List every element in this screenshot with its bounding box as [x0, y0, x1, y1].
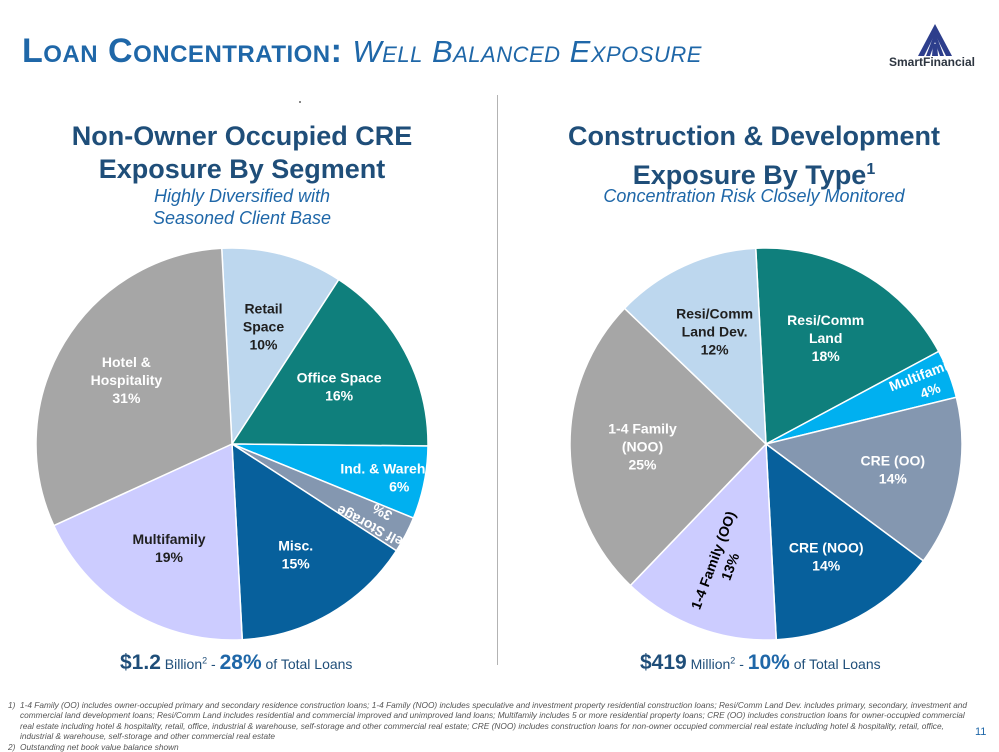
- right-title-line2: Exposure By Type: [632, 160, 867, 190]
- right-pie-slice-5-label-line: 25%: [628, 457, 657, 473]
- right-title-line2-wrap: Exposure By Type1: [534, 153, 974, 192]
- page-number: 11: [975, 726, 987, 738]
- right-pie-slice-2: [764, 396, 963, 562]
- right-title-line1: Construction & Development: [567, 121, 941, 151]
- right-total-percent: 10%: [747, 651, 790, 674]
- left-chart-subtitle: Highly Diversified with Seasoned Client …: [22, 185, 462, 229]
- left-pie-slice-5-label-line: 19%: [155, 549, 184, 565]
- right-pie-slice-0-label-line: 18%: [812, 348, 841, 364]
- left-pie-slice-1: [230, 278, 429, 447]
- smartfinancial-logo-icon: [918, 24, 952, 56]
- left-pie-slice-6-label-line: Hotel &: [102, 354, 151, 370]
- left-pie-slice-1-label-line: 16%: [325, 388, 354, 404]
- right-pie-slice-6-label-line: 12%: [701, 342, 730, 358]
- left-pie-slice-1-label-line: Office Space: [297, 370, 382, 386]
- left-total-separator: -: [211, 656, 216, 672]
- left-pie-slice-1-label: Office Space 16%: [297, 370, 382, 404]
- footnote-2-number: 2): [8, 741, 16, 752]
- right-pie-slice-0: [754, 247, 940, 446]
- left-pie-slice-5: [52, 442, 244, 641]
- logo-text: SmartFinancial: [888, 55, 976, 69]
- left-pie-slice-0: [220, 247, 340, 447]
- left-pie-slice-4-label: Misc. 15%: [278, 537, 313, 571]
- left-pie-slice-0-label: Retail Space 10%: [243, 301, 284, 353]
- right-pie-slice-0-label-line: Resi/Comm: [787, 312, 864, 328]
- right-pie-slice-3: [765, 442, 925, 641]
- footnote-1-number: 1): [8, 700, 16, 710]
- left-pie-slice-2-label-line: Ind. & Warehouse: [340, 461, 458, 477]
- left-total-value: $1.2: [120, 651, 161, 674]
- right-pie-slice-6: [623, 247, 767, 446]
- right-total-unit: Million: [690, 656, 731, 672]
- left-pie-slice-4: [231, 442, 398, 641]
- left-pie-slices: [35, 247, 429, 641]
- column-divider: [497, 95, 498, 665]
- right-total: $419 Million2 - 10% of Total Loans: [640, 651, 881, 675]
- right-pie-slice-2-label: CRE (OO) 14%: [861, 453, 926, 487]
- left-pie-slice-6: [35, 247, 233, 527]
- right-pie-slice-5-label-line: (NOO): [622, 439, 663, 455]
- right-pie-slice-2-label-line: CRE (OO): [861, 453, 926, 469]
- decorative-dot: [299, 101, 301, 103]
- right-chart-title: Construction & Development Exposure By T…: [534, 120, 974, 192]
- page-title: Loan Concentration: Well Balanced Exposu…: [22, 32, 702, 71]
- right-pie-slice-5-label: 1-4 Family (NOO) 25%: [608, 421, 677, 473]
- right-total-footnote-marker: 2: [730, 655, 736, 666]
- left-total: $1.2 Billion2 - 28% of Total Loans: [120, 651, 352, 675]
- left-pie-slice-2-label: Ind. & Warehouse 6%: [340, 461, 458, 495]
- right-total-suffix: of Total Loans: [793, 656, 881, 672]
- right-pie-slices: [569, 247, 963, 641]
- left-pie-slice-0-label-line: 10%: [249, 337, 278, 353]
- right-pie-slice-5: [569, 307, 768, 587]
- left-pie-slice-6-label-line: Hospitality: [91, 372, 163, 388]
- left-title-line2: Exposure By Segment: [98, 154, 386, 184]
- right-pie-slice-0-label-line: Land: [809, 330, 842, 346]
- right-pie-slice-6-label-line: Resi/Comm: [676, 306, 753, 322]
- left-total-suffix: of Total Loans: [265, 656, 353, 672]
- left-total-unit: Billion: [164, 656, 203, 672]
- right-pie-slice-3-label-line: CRE (NOO): [789, 539, 864, 555]
- right-pie-slice-3-label: CRE (NOO) 14%: [789, 539, 864, 573]
- right-title-footnote-marker: 1: [866, 161, 876, 178]
- right-pie-slice-3-label-line: 14%: [812, 557, 841, 573]
- right-pie-slice-4: [629, 442, 778, 641]
- right-pie-slice-1-label-line: 4%: [918, 379, 943, 401]
- left-total-percent: 28%: [219, 651, 262, 674]
- right-pie-slice-0-label: Resi/Comm Land 18%: [787, 312, 864, 364]
- footnote-2: 2) Outstanding net book value balance sh…: [8, 742, 972, 752]
- title-main: Loan Concentration:: [22, 32, 343, 70]
- left-subtitle-line1: Highly Diversified with: [153, 186, 331, 206]
- right-pie-slice-6-label: Resi/Comm Land Dev. 12%: [676, 306, 753, 358]
- left-pie-slice-5-label-line: Multifamily: [132, 531, 205, 547]
- left-subtitle-line2: Seasoned Client Base: [152, 208, 332, 228]
- right-chart-subtitle: Concentration Risk Closely Monitored: [603, 186, 905, 206]
- left-pie-slice-5-label: Multifamily 19%: [132, 531, 205, 565]
- left-title-line1: Non-Owner Occupied CRE: [71, 121, 413, 151]
- left-pie-slice-0-label-line: Retail: [244, 301, 282, 317]
- title-subtitle: Well Balanced Exposure: [352, 34, 702, 69]
- footnote-1: 1) 1-4 Family (OO) includes owner-occupi…: [8, 700, 972, 742]
- left-pie-slice-4-label-line: Misc.: [278, 537, 313, 553]
- footnote-1-text: 1-4 Family (OO) includes owner-occupied …: [20, 700, 968, 742]
- right-total-value: $419: [640, 651, 687, 674]
- left-pie-slice-6-label-line: 31%: [112, 390, 141, 406]
- left-total-footnote-marker: 2: [202, 655, 208, 666]
- right-pie-slice-5-label-line: 1-4 Family: [608, 421, 677, 437]
- left-chart-title: Non-Owner Occupied CRE Exposure By Segme…: [22, 120, 462, 186]
- right-pie-slice-2-label-line: 14%: [879, 471, 908, 487]
- right-pie-slice-6-label-line: Land Dev.: [682, 324, 748, 340]
- left-pie-slice-6-label: Hotel & Hospitality 31%: [91, 354, 163, 406]
- left-pie-slice-0-label-line: Space: [243, 319, 284, 335]
- right-total-separator: -: [739, 656, 744, 672]
- footnote-2-text: Outstanding net book value balance shown: [20, 741, 179, 752]
- left-pie-slice-2-label-line: 6%: [389, 479, 410, 495]
- left-pie-slice-4-label-line: 15%: [282, 555, 311, 571]
- footnotes: 1) 1-4 Family (OO) includes owner-occupi…: [8, 700, 972, 752]
